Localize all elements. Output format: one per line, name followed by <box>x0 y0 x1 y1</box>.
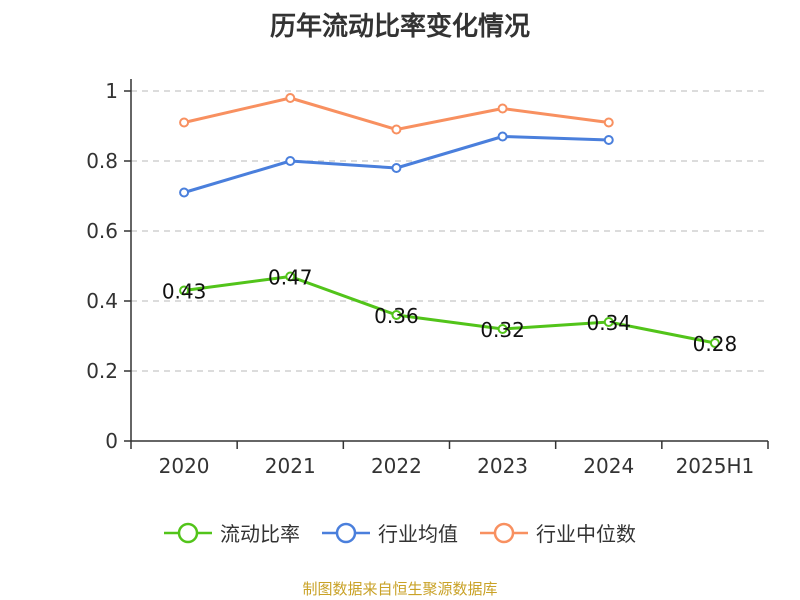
data-point <box>285 93 296 103</box>
y-tick-label: 0 <box>105 429 118 453</box>
y-tick-label: 0.4 <box>86 289 118 313</box>
x-tick-label: 2024 <box>583 454 634 478</box>
series-lines <box>179 93 720 348</box>
data-point <box>603 117 614 128</box>
data-point <box>179 285 190 296</box>
data-point <box>285 156 296 166</box>
x-tick-label: 2022 <box>371 454 422 478</box>
legend-swatch-icon <box>164 522 212 543</box>
data-point <box>179 187 190 198</box>
chart-title: 历年流动比率变化情况 <box>269 12 530 42</box>
y-tick-label: 0.8 <box>86 149 118 173</box>
x-tick-label: 2023 <box>477 454 528 478</box>
data-point <box>603 135 614 145</box>
y-tick-label: 0.2 <box>86 359 118 383</box>
data-point <box>497 131 508 142</box>
data-label: 0.28 <box>693 332 738 356</box>
legend-swatch-icon <box>480 522 528 543</box>
legend-swatch-icon <box>322 522 370 543</box>
data-label: 0.34 <box>586 311 631 335</box>
y-tick-label: 1 <box>105 79 118 103</box>
data-point <box>603 317 614 327</box>
source-note: 制图数据来自恒生聚源数据库 <box>302 580 498 598</box>
legend-label: 行业均值 <box>378 522 458 546</box>
axes: 0 0.2 0.4 0.6 0.8 1 2020 2021 2022 2023 2024 2025H1 <box>86 79 769 478</box>
series-line <box>183 275 716 345</box>
grid-lines <box>131 90 768 372</box>
legend-item[interactable]: 行业均值 <box>322 518 458 547</box>
data-point <box>391 124 402 135</box>
data-label: 0.32 <box>480 318 525 342</box>
data-label: 0.43 <box>162 280 207 304</box>
legend-item[interactable]: 行业中位数 <box>480 518 636 547</box>
data-labels: 0.43 0.47 0.36 0.32 0.34 0.28 <box>162 266 737 357</box>
data-label: 0.47 <box>268 266 313 290</box>
legend: 流动比率 行业均值 行业中位数 <box>0 518 800 547</box>
legend-label: 行业中位数 <box>536 522 636 546</box>
x-tick-label: 2021 <box>265 454 316 478</box>
data-point <box>497 103 508 114</box>
data-point <box>391 163 402 173</box>
data-point <box>391 310 402 320</box>
legend-item[interactable]: 流动比率 <box>164 518 300 547</box>
y-tick-label: 0.6 <box>86 219 118 243</box>
x-tick-label: 2025H1 <box>676 454 755 478</box>
data-point <box>497 324 508 334</box>
data-point <box>709 338 720 348</box>
legend-label: 流动比率 <box>220 522 300 546</box>
data-point <box>285 271 296 282</box>
data-label: 0.36 <box>374 304 419 328</box>
x-tick-label: 2020 <box>159 454 210 478</box>
data-point <box>179 117 190 128</box>
